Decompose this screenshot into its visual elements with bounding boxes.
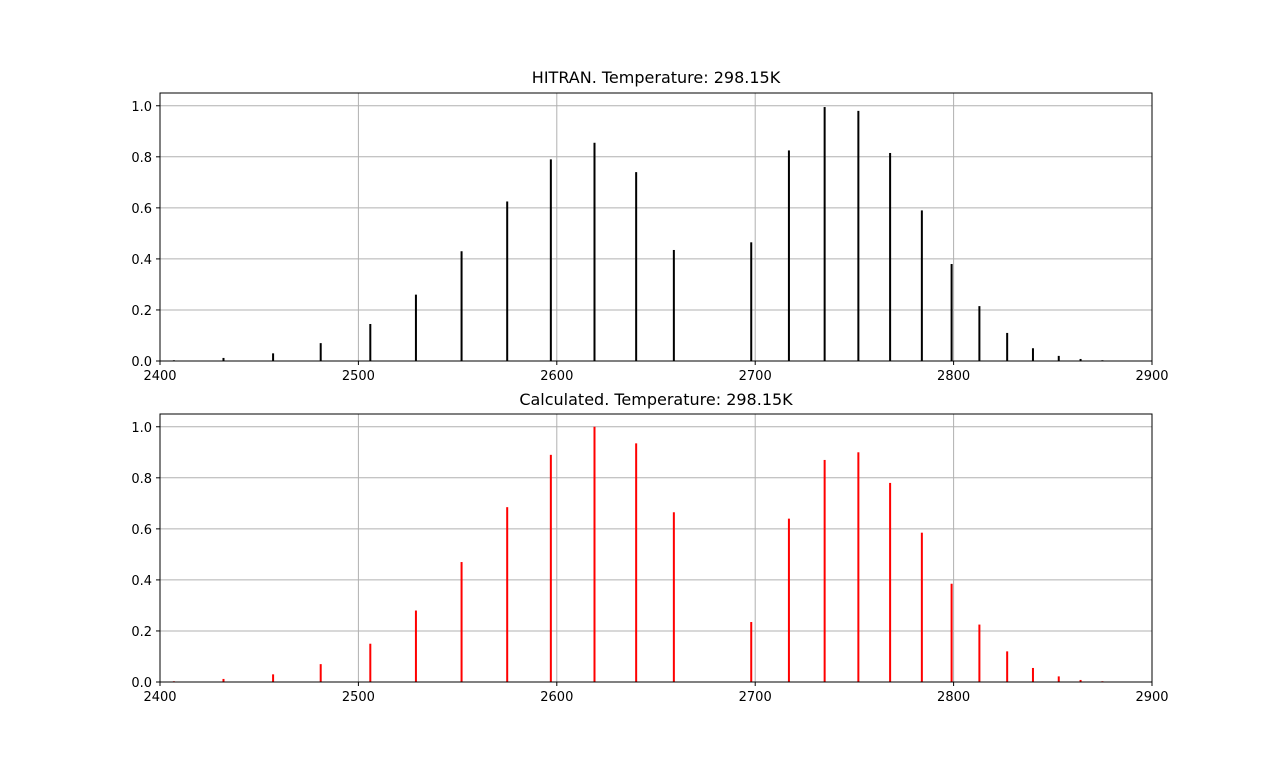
spectral-line-bar [1006, 332, 1009, 361]
spectral-line-bar [1031, 667, 1034, 682]
y-tick-label: 0.6 [131, 202, 152, 217]
spectral-line-bar [920, 532, 923, 682]
x-tick-labels: 2400 2500 2600 2700 2800 2900 [143, 690, 1168, 705]
spectral-line-bar [635, 172, 638, 361]
y-tick-label: 1.0 [131, 421, 152, 436]
spectral-line-bar [272, 353, 275, 361]
x-tick-labels: 2400 2500 2600 2700 2800 2900 [143, 369, 1168, 384]
spectral-line-bar [823, 107, 826, 362]
spectral-line-bar [823, 459, 826, 682]
spectral-line-bar [920, 210, 923, 361]
spectral-line-bar [857, 452, 860, 682]
spectral-line-bar [1031, 348, 1034, 361]
spectral-line-bar [369, 323, 372, 361]
x-tick-label: 2700 [739, 690, 772, 705]
spectral-line-bar [950, 264, 953, 361]
spectral-line-bar [369, 643, 372, 682]
spectral-line-bar [950, 583, 953, 682]
plot-frame [159, 413, 1153, 683]
spectral-line-bar [1057, 355, 1060, 361]
spectral-line-bar [1079, 679, 1082, 682]
ticks-layer [156, 105, 1153, 365]
x-tick-label: 2800 [937, 690, 970, 705]
x-tick-label: 2400 [143, 690, 176, 705]
spectral-line-bar [549, 454, 552, 682]
spectral-line-bar [319, 664, 322, 682]
x-tick-label: 2500 [342, 369, 375, 384]
spectral-line-bar [750, 242, 753, 361]
x-tick-label: 2400 [143, 369, 176, 384]
x-tick-label: 2600 [540, 690, 573, 705]
spectral-line-bar [222, 678, 225, 682]
spectral-line-bar [672, 512, 675, 682]
spectral-line-bar [460, 251, 463, 361]
spectral-line-bar [978, 624, 981, 682]
spectral-line-bar [787, 150, 790, 361]
y-tick-label: 0.8 [131, 472, 152, 487]
spectral-line-bar [414, 610, 417, 682]
plot-frame [159, 92, 1153, 362]
y-tick-label: 1.0 [131, 100, 152, 115]
bars-layer [172, 107, 1104, 362]
spectral-line-bar [978, 306, 981, 361]
y-tick-label: 0.8 [131, 151, 152, 166]
subplot-hitran: HITRAN. Temperature: 298.15K 2400 2500 2… [131, 68, 1168, 384]
spectral-line-bar [549, 159, 552, 361]
x-tick-label: 2900 [1135, 690, 1168, 705]
chart-title: HITRAN. Temperature: 298.15K [532, 68, 781, 87]
spectral-line-bar [460, 562, 463, 682]
y-tick-label: 0.0 [131, 355, 152, 370]
x-tick-label: 2800 [937, 369, 970, 384]
y-tick-label: 0.4 [131, 253, 152, 268]
y-tick-label: 0.4 [131, 574, 152, 589]
y-tick-labels: 0.0 0.2 0.4 0.6 0.8 1.0 [131, 421, 152, 691]
x-tick-label: 2600 [540, 369, 573, 384]
x-tick-label: 2700 [739, 369, 772, 384]
spectral-line-bar [272, 674, 275, 682]
spectral-line-bar [414, 294, 417, 361]
chart-title: Calculated. Temperature: 298.15K [519, 390, 793, 409]
spectral-line-bar [635, 443, 638, 682]
spectral-line-bar [1057, 676, 1060, 682]
spectral-line-bar [889, 482, 892, 682]
spectral-line-bar [319, 343, 322, 361]
spectral-line-bar [672, 249, 675, 361]
spectral-line-bar [889, 152, 892, 361]
spectral-line-bar [593, 142, 596, 361]
ticks-layer [156, 426, 1153, 686]
x-tick-label: 2900 [1135, 369, 1168, 384]
y-tick-labels: 0.0 0.2 0.4 0.6 0.8 1.0 [131, 100, 152, 370]
y-tick-label: 0.2 [131, 304, 152, 319]
spectral-line-bar [857, 110, 860, 361]
y-tick-label: 0.2 [131, 625, 152, 640]
spectral-line-bar [787, 518, 790, 682]
spectral-line-bar [750, 622, 753, 682]
y-tick-label: 0.0 [131, 676, 152, 691]
spectral-line-bar [1079, 358, 1082, 361]
y-tick-label: 0.6 [131, 523, 152, 538]
spectral-line-bar [222, 357, 225, 361]
spectral-line-bar [506, 507, 509, 682]
spectral-line-bar [506, 201, 509, 361]
subplot-calculated: Calculated. Temperature: 298.15K 2400 25… [131, 390, 1168, 705]
spectral-line-bar [593, 426, 596, 682]
x-tick-label: 2500 [342, 690, 375, 705]
bars-layer [172, 426, 1124, 683]
spectral-line-bar [1006, 651, 1009, 682]
